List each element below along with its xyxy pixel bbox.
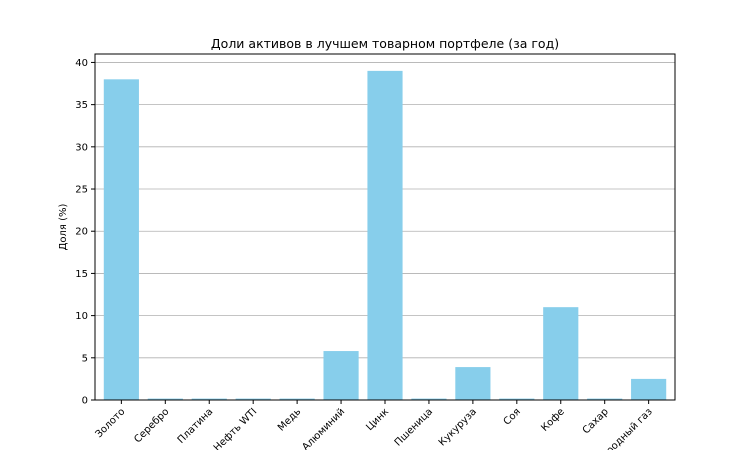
y-tick-label: 15: [75, 269, 88, 280]
y-tick-label: 40: [75, 58, 88, 69]
bar: [279, 398, 315, 400]
y-tick-label: 35: [75, 100, 88, 111]
bars: [103, 70, 667, 400]
y-tick-label: 20: [75, 227, 88, 238]
y-tick-label: 5: [82, 353, 88, 364]
y-axis-ticks: 0 5 10 15 20 25 30 35 40: [75, 58, 95, 407]
bar: [631, 378, 667, 400]
bar: [543, 307, 579, 400]
bar: [191, 398, 227, 400]
bar: [587, 398, 623, 400]
y-axis-label: Доля (%): [58, 203, 69, 250]
bar: [455, 367, 491, 400]
bar: [147, 398, 183, 400]
bar: [367, 70, 403, 400]
bar: [499, 398, 535, 400]
bar: [323, 351, 359, 400]
bar: [103, 79, 139, 400]
bar: [411, 398, 447, 400]
y-tick-label: 25: [75, 185, 88, 196]
bar: [235, 398, 271, 400]
y-tick-label: 10: [75, 311, 88, 322]
y-tick-label: 30: [75, 142, 88, 153]
chart-title: Доли активов в лучшем товарном портфеле …: [211, 36, 559, 51]
y-tick-label: 0: [82, 396, 88, 407]
